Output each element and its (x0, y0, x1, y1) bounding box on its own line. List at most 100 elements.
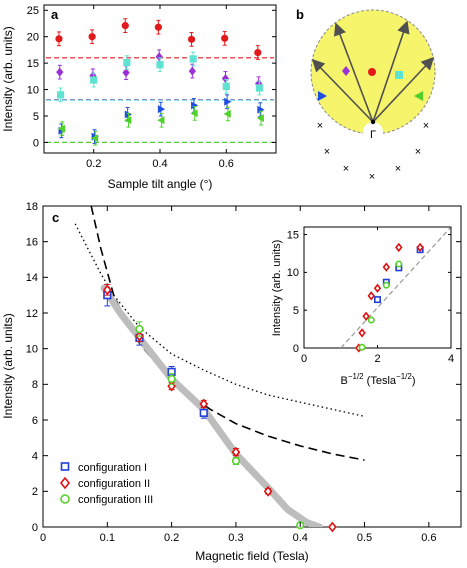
square-marker (189, 55, 197, 63)
inset-y-tick-label: 0 (293, 343, 299, 355)
inset-y-tick-label: 15 (287, 229, 299, 241)
panel-b-label: b (296, 7, 304, 22)
legend-marker-diamond (59, 476, 71, 490)
cross-mark: × (369, 171, 375, 183)
panel-c-frame (42, 205, 462, 528)
circle-marker (221, 34, 229, 42)
panel-c-y-tick-label: 4 (32, 451, 38, 463)
cross-mark: × (415, 146, 421, 158)
legend-marker-square (60, 462, 70, 471)
inset-x-axis-label: B−1/2 (Tesla−1/2) (340, 372, 415, 387)
panel-a-axes: 0.2 0.4 0.6 0 5 10 15 20 25 (27, 5, 276, 170)
cross-mark: × (324, 146, 330, 158)
legend-label: configuration II (78, 478, 150, 490)
panel-a-markers (55, 18, 265, 146)
diamond-marker (56, 67, 64, 77)
panel-c-y-tick-label: 14 (26, 272, 38, 284)
inset-y-axis-label: Intensity (arb. units) (271, 240, 283, 337)
panel-c-curves (74, 206, 365, 527)
square-marker (222, 82, 230, 90)
triangle-right-marker (224, 97, 232, 106)
momentum-arrows (311, 20, 435, 123)
panel-a-y-tick-label: 10 (27, 84, 39, 96)
panel-b-markers (318, 66, 423, 101)
inset-markers (355, 242, 424, 353)
inset-configuration-3-marker (395, 260, 403, 268)
inset-x-tick-label: 4 (448, 353, 454, 365)
panel-c-y-tick-label: 2 (32, 486, 38, 498)
circle-marker (88, 33, 96, 41)
triangle-left-marker (57, 124, 66, 133)
configuration-3-marker (135, 324, 144, 334)
dotted-fit-curve (74, 223, 365, 418)
inset-configuration-2-marker (367, 291, 375, 301)
panel-c-y-axis-label: Intensity (arb. units) (1, 313, 15, 418)
panel-c-y-tick-label: 12 (26, 308, 38, 320)
inset-configuration-2-marker (362, 311, 370, 321)
legend-marker-circle (60, 494, 70, 504)
inset-configuration-1-marker (373, 296, 381, 304)
panel-c: 0 0.1 0.2 0.3 0.4 0.5 0.6 0 2 4 6 8 10 12 14 16 18 c Mag… (1, 201, 462, 563)
circle-marker (254, 48, 262, 57)
square-marker (123, 59, 131, 67)
configuration-2-marker (231, 446, 241, 458)
circle-marker (187, 35, 196, 43)
panel-a-y-tick-label: 5 (33, 111, 39, 123)
diamond-marker (255, 79, 263, 89)
panel-c-y-tick-label: 8 (32, 379, 38, 391)
panel-c-x-tick-label: 0.6 (421, 532, 436, 544)
triangle-left-marker (256, 114, 264, 123)
purple-diamond-marker (342, 66, 350, 76)
inset-configuration-3-marker (367, 316, 375, 324)
red-circle-marker (368, 68, 376, 76)
inset-configuration-2-marker (416, 242, 424, 253)
inset-configuration-3-marker (382, 281, 390, 289)
inset-axes: 0 2 4 0 5 10 15 (287, 227, 454, 365)
circle-marker (55, 35, 63, 43)
legend-item-configuration-1: configuration I (60, 462, 147, 474)
panel-a-y-tick-label: 20 (27, 32, 39, 44)
square-marker (255, 84, 264, 92)
panel-b: b Γ × × × × × × × (296, 7, 436, 183)
legend-item-configuration-3: configuration III (60, 494, 153, 506)
legend-label: configuration III (78, 494, 153, 506)
panel-c-x-tick-label: 0 (40, 532, 46, 544)
panel-c-inset: 0 2 4 0 5 10 15 Intensity (arb. units) B−1/2 (… (271, 226, 454, 387)
configuration-2-marker (263, 485, 273, 497)
blue-triangle-marker (318, 91, 327, 101)
panel-c-markers (102, 283, 337, 533)
triangle-left-marker (223, 109, 231, 118)
panel-a-label: a (51, 7, 59, 22)
green-triangle-marker (414, 91, 423, 101)
panel-c-x-tick-label: 0.3 (228, 532, 243, 544)
inset-curves (340, 226, 452, 349)
inset-configuration-2-marker (373, 283, 382, 293)
panel-c-legend: configuration I configuration II configu… (59, 462, 153, 506)
panel-a-x-tick-label: 0.6 (219, 158, 234, 170)
triangle-left-marker (124, 116, 132, 125)
panel-c-x-tick-label: 0.1 (100, 532, 115, 544)
triangle-left-marker (90, 134, 99, 143)
inset-configuration-2-marker (358, 328, 366, 338)
square-marker (156, 61, 164, 69)
panel-a-x-tick-label: 0.2 (86, 158, 101, 170)
legend-item-configuration-2: configuration II (59, 476, 150, 490)
configuration-2-marker (199, 398, 209, 410)
panel-c-x-axis-label: Magnetic field (Tesla) (195, 549, 308, 563)
panel-c-y-tick-label: 16 (26, 237, 38, 249)
panel-a-y-tick-label: 15 (27, 58, 39, 70)
diamond-marker (221, 73, 230, 83)
panel-a-y-tick-label: 0 (33, 137, 39, 149)
triangle-left-marker (157, 116, 165, 125)
panel-a-x-axis-label: Sample tilt angle (°) (108, 177, 213, 191)
gamma-label: Γ (370, 129, 376, 141)
triangle-right-marker (191, 101, 199, 110)
cyan-square-marker (395, 71, 403, 79)
diamond-marker (122, 68, 130, 78)
configuration-3-marker (231, 456, 241, 466)
circle-marker (154, 23, 162, 31)
cross-mark: × (317, 120, 323, 132)
square-marker (90, 76, 98, 84)
inset-y-tick-label: 5 (293, 305, 299, 317)
arrow-1 (311, 58, 374, 123)
